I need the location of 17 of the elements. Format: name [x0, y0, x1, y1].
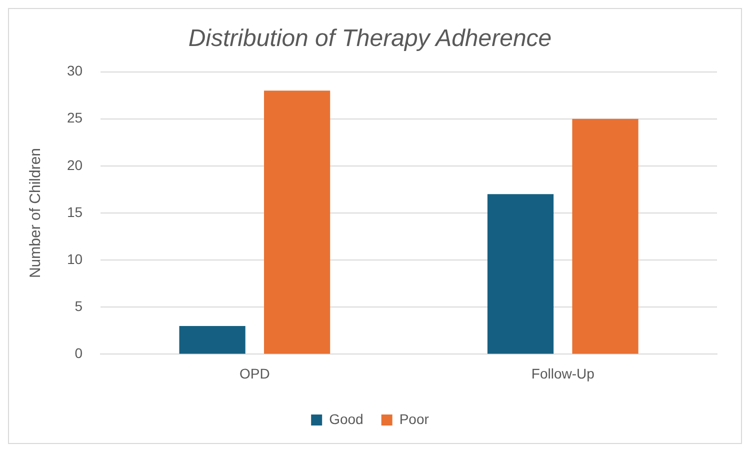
- y-tick-label: 20: [66, 156, 83, 173]
- x-tick-label: OPD: [240, 365, 270, 382]
- bar: [264, 90, 330, 354]
- y-axis-title: Number of Children: [27, 148, 44, 278]
- chart-title: Distribution of Therapy Adherence: [188, 25, 552, 52]
- bar: [179, 326, 246, 354]
- y-tick-label: 25: [66, 110, 83, 126]
- y-tick-label: 30: [66, 62, 83, 79]
- y-tick-label: 15: [66, 204, 83, 220]
- bar: [572, 118, 638, 354]
- y-tick-label: 5: [74, 298, 83, 314]
- legend-label: Good: [329, 410, 364, 427]
- legend-label: Poor: [399, 410, 430, 427]
- y-tick-label: 0: [74, 345, 83, 362]
- bar: [487, 194, 554, 354]
- x-tick-label: Follow-Up: [531, 365, 595, 382]
- y-tick-label: 10: [66, 250, 83, 267]
